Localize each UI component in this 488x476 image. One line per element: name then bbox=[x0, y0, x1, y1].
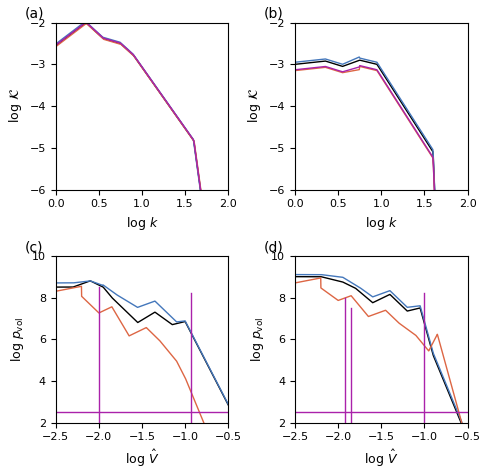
Y-axis label: log $p_{\rm vol}$: log $p_{\rm vol}$ bbox=[9, 317, 26, 362]
Text: (a): (a) bbox=[25, 7, 44, 21]
Text: (c): (c) bbox=[25, 240, 43, 254]
Y-axis label: log $\mathcal{K}$: log $\mathcal{K}$ bbox=[7, 89, 24, 123]
X-axis label: log $k$: log $k$ bbox=[125, 215, 158, 232]
X-axis label: log $\hat{V}$: log $\hat{V}$ bbox=[125, 448, 159, 469]
Text: (b): (b) bbox=[264, 7, 284, 21]
X-axis label: log $k$: log $k$ bbox=[365, 215, 398, 232]
X-axis label: log $\hat{V}$: log $\hat{V}$ bbox=[364, 448, 398, 469]
Y-axis label: log $p_{\rm vol}$: log $p_{\rm vol}$ bbox=[249, 317, 266, 362]
Y-axis label: log $\mathcal{K}$: log $\mathcal{K}$ bbox=[246, 89, 263, 123]
Text: (d): (d) bbox=[264, 240, 284, 254]
